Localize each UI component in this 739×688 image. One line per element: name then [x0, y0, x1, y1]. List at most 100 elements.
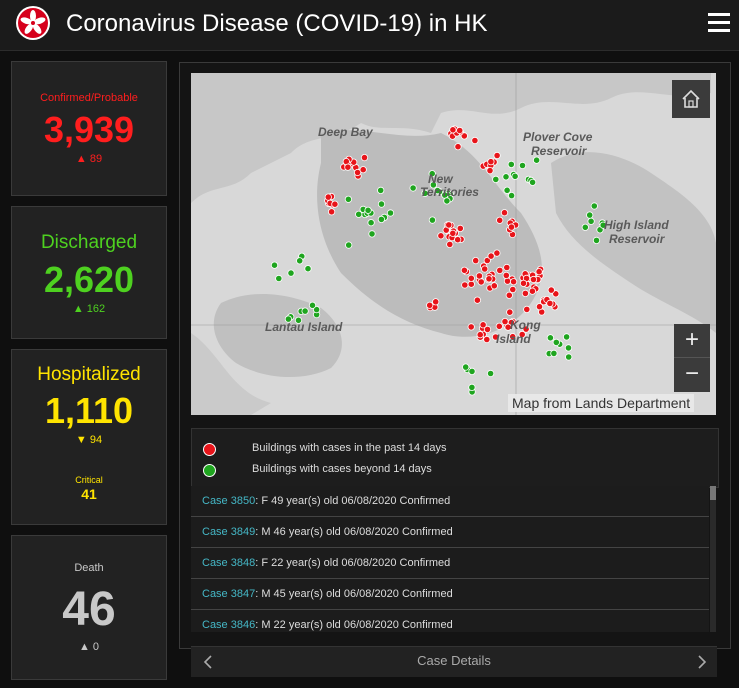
case-id-link[interactable]: Case 3850 [202, 495, 256, 507]
case-row[interactable]: Case 3848: F 22 year(s) old 06/08/2020 C… [191, 548, 709, 579]
recent-case-marker[interactable] [535, 268, 543, 276]
older-case-marker[interactable] [428, 170, 436, 178]
recent-case-marker[interactable] [504, 323, 512, 331]
map-home-button[interactable] [672, 80, 710, 118]
recent-case-marker[interactable] [518, 330, 526, 339]
recent-case-marker[interactable] [493, 151, 501, 160]
recent-case-marker[interactable] [519, 279, 528, 287]
recent-case-marker[interactable] [471, 136, 479, 145]
recent-case-marker[interactable] [360, 154, 369, 162]
recent-case-marker[interactable] [475, 272, 483, 280]
older-case-marker[interactable] [386, 209, 395, 217]
recent-case-marker[interactable] [491, 333, 500, 341]
recent-case-marker[interactable] [354, 168, 362, 177]
older-case-marker[interactable] [367, 219, 375, 227]
older-case-marker[interactable] [550, 349, 558, 357]
recent-case-marker[interactable] [509, 278, 518, 286]
recent-case-marker[interactable] [505, 291, 513, 299]
recent-case-marker[interactable] [495, 322, 503, 330]
older-case-marker[interactable] [581, 223, 589, 231]
recent-case-marker[interactable] [522, 325, 530, 333]
case-id-link[interactable]: Case 3849 [202, 526, 256, 538]
zoom-in-button[interactable]: + [674, 324, 710, 358]
older-case-marker[interactable] [344, 195, 352, 203]
case-row[interactable]: Case 3849: M 46 year(s) old 06/08/2020 C… [191, 517, 709, 548]
recent-case-marker[interactable] [509, 333, 517, 341]
recent-case-marker[interactable] [547, 286, 555, 294]
recent-case-marker[interactable] [456, 224, 464, 232]
older-case-marker[interactable] [364, 206, 372, 214]
recent-case-marker[interactable] [485, 275, 493, 283]
older-case-marker[interactable] [518, 161, 527, 170]
older-case-marker[interactable] [492, 175, 500, 184]
case-id-link[interactable]: Case 3848 [202, 557, 256, 569]
older-case-marker[interactable] [502, 173, 510, 181]
recent-case-marker[interactable] [483, 335, 491, 344]
recent-case-marker[interactable] [483, 325, 492, 333]
older-case-marker[interactable] [528, 178, 537, 186]
recent-case-marker[interactable] [529, 275, 538, 284]
recent-case-marker[interactable] [446, 240, 454, 248]
recent-case-marker[interactable] [359, 166, 367, 174]
older-case-marker[interactable] [296, 257, 304, 265]
older-case-marker[interactable] [287, 269, 295, 277]
older-case-marker[interactable] [532, 156, 541, 164]
recent-case-marker[interactable] [460, 266, 468, 274]
older-case-marker[interactable] [507, 192, 516, 200]
older-case-marker[interactable] [313, 306, 321, 314]
recent-case-marker[interactable] [426, 301, 434, 309]
case-list[interactable]: Case 3850: F 49 year(s) old 06/08/2020 C… [191, 486, 717, 632]
older-case-marker[interactable] [587, 217, 595, 225]
older-case-marker[interactable] [377, 186, 385, 195]
recent-case-marker[interactable] [467, 274, 475, 282]
recent-case-marker[interactable] [535, 303, 544, 311]
recent-case-marker[interactable] [506, 308, 514, 316]
older-case-marker[interactable] [503, 186, 511, 194]
older-case-marker[interactable] [462, 363, 470, 371]
recent-case-marker[interactable] [503, 277, 512, 285]
older-case-marker[interactable] [468, 367, 476, 375]
map-canvas[interactable] [191, 73, 716, 415]
recent-case-marker[interactable] [479, 321, 487, 329]
older-case-marker[interactable] [377, 200, 386, 208]
older-case-marker[interactable] [511, 172, 519, 180]
recent-case-marker[interactable] [454, 143, 462, 151]
older-case-marker[interactable] [275, 274, 283, 283]
recent-case-marker[interactable] [503, 263, 511, 272]
chevron-right-icon[interactable] [695, 653, 709, 671]
older-case-marker[interactable] [592, 236, 601, 244]
recent-case-marker[interactable] [487, 252, 495, 260]
recent-case-marker[interactable] [496, 216, 504, 224]
case-id-link[interactable]: Case 3847 [202, 588, 256, 600]
older-case-marker[interactable] [468, 383, 476, 391]
recent-case-marker[interactable] [528, 287, 536, 295]
case-id-link[interactable]: Case 3846 [202, 619, 256, 631]
recent-case-marker[interactable] [328, 208, 336, 216]
recent-case-marker[interactable] [486, 167, 494, 175]
older-case-marker[interactable] [377, 215, 385, 223]
case-list-scrollbar[interactable] [710, 486, 716, 632]
scrollbar-thumb[interactable] [710, 486, 716, 500]
recent-case-marker[interactable] [507, 223, 516, 231]
older-case-marker[interactable] [421, 189, 429, 197]
zoom-out-button[interactable]: − [674, 357, 710, 392]
recent-case-marker[interactable] [472, 257, 480, 265]
older-case-marker[interactable] [552, 338, 560, 346]
older-case-marker[interactable] [586, 211, 594, 219]
older-case-marker[interactable] [355, 210, 363, 218]
older-case-marker[interactable] [409, 184, 417, 192]
recent-case-marker[interactable] [473, 296, 481, 304]
older-case-marker[interactable] [590, 202, 598, 210]
older-case-marker[interactable] [308, 301, 317, 309]
recent-case-marker[interactable] [523, 305, 531, 313]
recent-case-marker[interactable] [331, 200, 339, 208]
recent-case-marker[interactable] [493, 249, 501, 257]
recent-case-marker[interactable] [509, 285, 517, 294]
older-case-marker[interactable] [270, 261, 279, 269]
recent-case-marker[interactable] [546, 299, 554, 307]
case-row[interactable]: Case 3847: M 45 year(s) old 06/08/2020 C… [191, 579, 709, 610]
recent-case-marker[interactable] [496, 266, 504, 274]
older-case-marker[interactable] [443, 197, 451, 205]
recent-case-marker[interactable] [521, 289, 529, 297]
recent-case-marker[interactable] [500, 209, 509, 217]
